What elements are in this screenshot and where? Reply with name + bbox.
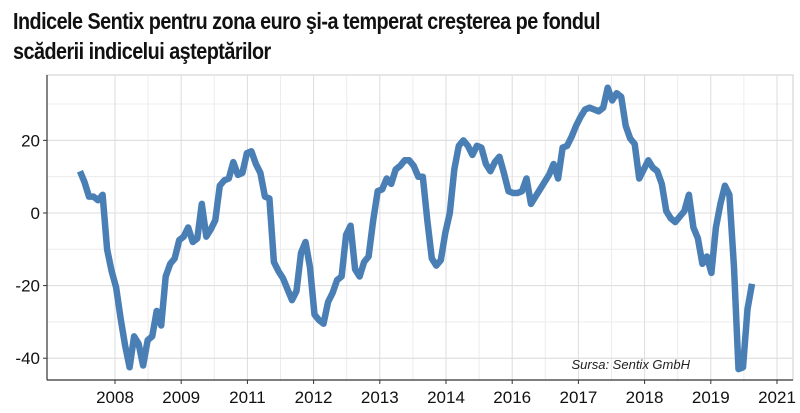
x-tick-label: 2013 [361, 388, 399, 407]
y-tick-label: 0 [31, 204, 40, 223]
y-tick-label: 20 [21, 131, 40, 150]
y-tick-label: -20 [15, 277, 40, 296]
x-tick-label: 2019 [692, 388, 730, 407]
x-tick-label: 2018 [626, 388, 664, 407]
y-tick-labels: -40 -20 0 20 [15, 131, 47, 368]
grid [47, 75, 793, 380]
x-tick-label: 2011 [229, 388, 266, 407]
x-tick-label: 2009 [162, 388, 200, 407]
y-tick-label: -40 [15, 349, 40, 368]
x-tick-label: 2017 [559, 388, 597, 407]
axes [46, 75, 793, 381]
plot-area [46, 74, 794, 381]
x-tick-label: 2021 [758, 388, 796, 407]
x-tick-label: 2016 [493, 388, 531, 407]
x-tick-label: 2008 [96, 388, 134, 407]
x-tick-label: 2014 [427, 388, 465, 407]
x-tick-labels: 2008 2009 2011 2012 2013 2014 2016 2017 2018 2019… [96, 380, 796, 407]
chart-title: Indicele Sentix pentru zona euro şi-a te… [13, 6, 684, 66]
chart-title-line-2: scăderii indicelui aşteptărilor [13, 38, 271, 64]
series-group [76, 84, 756, 373]
chart-title-line-1: Indicele Sentix pentru zona euro şi-a te… [13, 8, 600, 34]
source-note: Sursa: Sentix GmbH [571, 357, 691, 372]
series-line-sentix [76, 84, 756, 373]
x-tick-label: 2012 [295, 388, 333, 407]
